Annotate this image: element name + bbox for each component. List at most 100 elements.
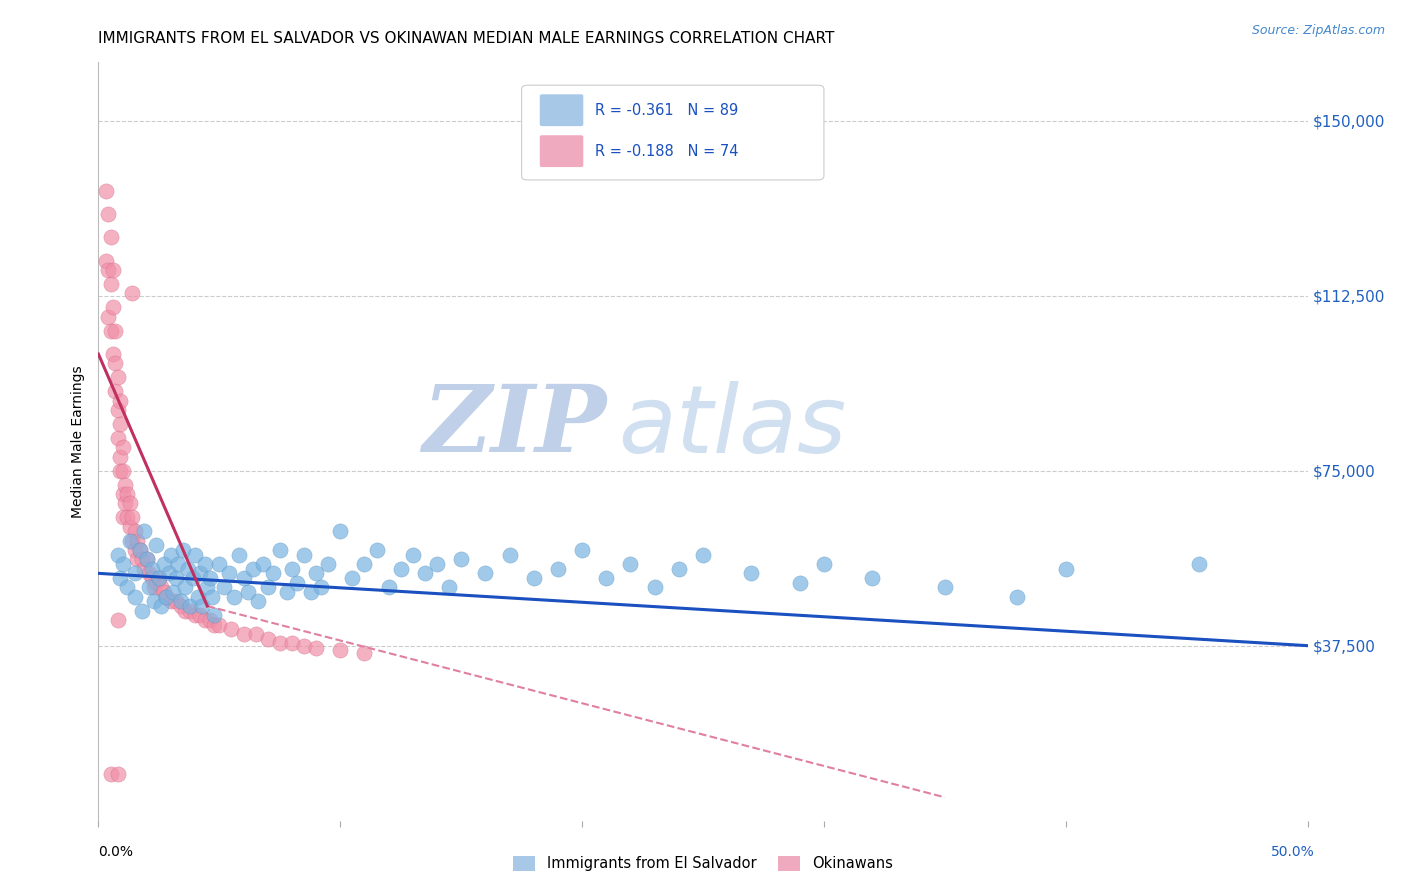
Point	[276, 585, 298, 599]
FancyBboxPatch shape	[540, 136, 583, 167]
Point	[285, 575, 308, 590]
Point	[131, 604, 153, 618]
Text: IMMIGRANTS FROM EL SALVADOR VS OKINAWAN MEDIAN MALE EARNINGS CORRELATION CHART: IMMIGRANTS FROM EL SALVADOR VS OKINAWAN …	[98, 31, 835, 46]
Point	[426, 557, 449, 571]
Point	[194, 613, 217, 627]
Point	[184, 608, 207, 623]
Point	[571, 543, 593, 558]
Point	[194, 557, 217, 571]
Point	[111, 441, 134, 455]
Text: R = -0.188   N = 74: R = -0.188 N = 74	[595, 144, 740, 159]
Point	[108, 464, 131, 478]
Point	[111, 487, 134, 501]
Point	[523, 571, 546, 585]
Point	[107, 431, 129, 445]
Point	[619, 557, 641, 571]
Point	[117, 487, 139, 501]
Point	[498, 548, 520, 562]
FancyBboxPatch shape	[522, 85, 824, 180]
FancyBboxPatch shape	[540, 95, 583, 126]
Point	[860, 571, 883, 585]
Point	[108, 450, 131, 464]
Point	[100, 230, 122, 244]
Point	[165, 594, 187, 608]
Point	[1054, 562, 1077, 576]
Point	[232, 627, 254, 641]
Point	[107, 767, 129, 781]
Point	[292, 639, 315, 653]
Point	[547, 562, 569, 576]
Point	[789, 575, 811, 590]
Point	[353, 557, 375, 571]
Point	[97, 207, 120, 221]
Point	[121, 286, 143, 301]
Point	[474, 566, 496, 581]
Point	[169, 594, 191, 608]
Point	[252, 557, 274, 571]
Point	[100, 277, 122, 291]
Point	[124, 543, 146, 558]
Point	[108, 393, 131, 408]
Point	[152, 585, 174, 599]
Point	[160, 594, 183, 608]
Point	[309, 580, 332, 594]
Point	[107, 548, 129, 562]
Point	[174, 604, 197, 618]
Point	[353, 646, 375, 660]
Point	[329, 643, 352, 657]
Point	[128, 543, 150, 558]
Point	[305, 566, 328, 581]
Point	[204, 608, 226, 623]
Point	[128, 543, 150, 558]
Point	[101, 263, 124, 277]
Point	[402, 548, 425, 562]
Point	[111, 557, 134, 571]
Point	[145, 538, 167, 552]
Point	[143, 594, 166, 608]
Point	[305, 640, 328, 655]
Point	[124, 524, 146, 539]
Point	[124, 566, 146, 581]
Point	[143, 580, 166, 594]
Point	[162, 585, 184, 599]
Point	[201, 590, 224, 604]
Point	[167, 557, 190, 571]
Point	[198, 571, 221, 585]
Point	[114, 496, 136, 510]
Text: R = -0.361   N = 89: R = -0.361 N = 89	[595, 103, 738, 118]
Point	[135, 552, 157, 566]
Point	[256, 580, 278, 594]
Point	[184, 548, 207, 562]
Point	[145, 575, 167, 590]
Point	[111, 464, 134, 478]
Point	[148, 571, 170, 585]
Point	[262, 566, 284, 581]
Point	[934, 580, 956, 594]
Point	[155, 590, 177, 604]
Point	[342, 571, 364, 585]
Point	[104, 356, 127, 370]
Point	[198, 613, 221, 627]
Point	[195, 580, 218, 594]
Text: Source: ZipAtlas.com: Source: ZipAtlas.com	[1251, 24, 1385, 37]
Point	[97, 263, 120, 277]
Point	[281, 562, 304, 576]
Point	[668, 562, 690, 576]
Point	[97, 310, 120, 324]
Point	[118, 519, 141, 533]
Point	[269, 543, 291, 558]
Point	[150, 599, 173, 613]
Point	[141, 562, 163, 576]
Point	[134, 562, 156, 576]
Point	[292, 548, 315, 562]
Point	[179, 599, 201, 613]
Point	[155, 590, 177, 604]
Point	[94, 184, 117, 198]
Point	[191, 599, 214, 613]
Point	[187, 590, 209, 604]
Point	[366, 543, 388, 558]
Point	[413, 566, 436, 581]
Point	[117, 580, 139, 594]
Text: ZIP: ZIP	[422, 382, 606, 471]
Y-axis label: Median Male Earnings: Median Male Earnings	[72, 365, 86, 518]
